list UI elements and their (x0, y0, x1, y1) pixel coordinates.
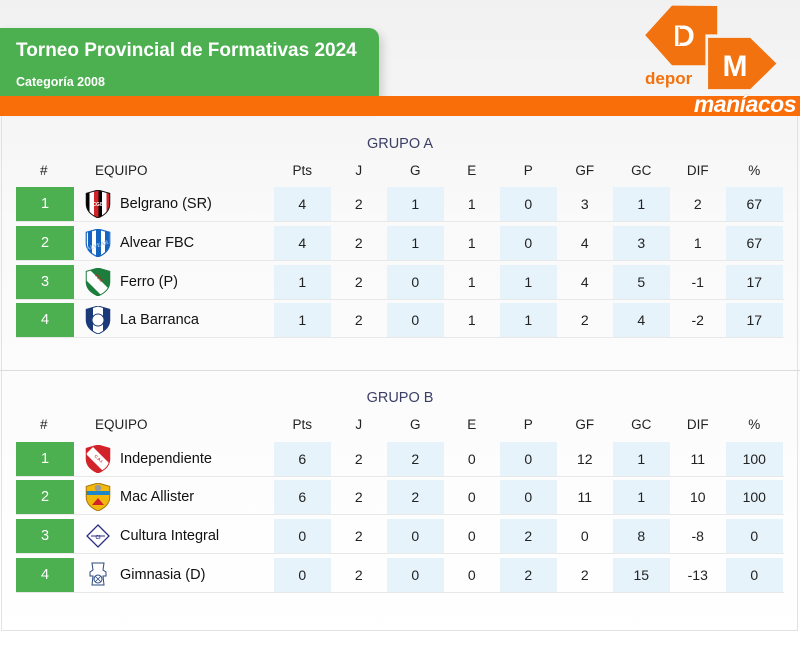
svg-text:CGB: CGB (92, 202, 104, 208)
svg-text:D: D (673, 20, 695, 53)
svg-text:depor: depor (645, 69, 693, 88)
svg-text:CI: CI (96, 535, 102, 541)
svg-text:M: M (723, 50, 748, 83)
